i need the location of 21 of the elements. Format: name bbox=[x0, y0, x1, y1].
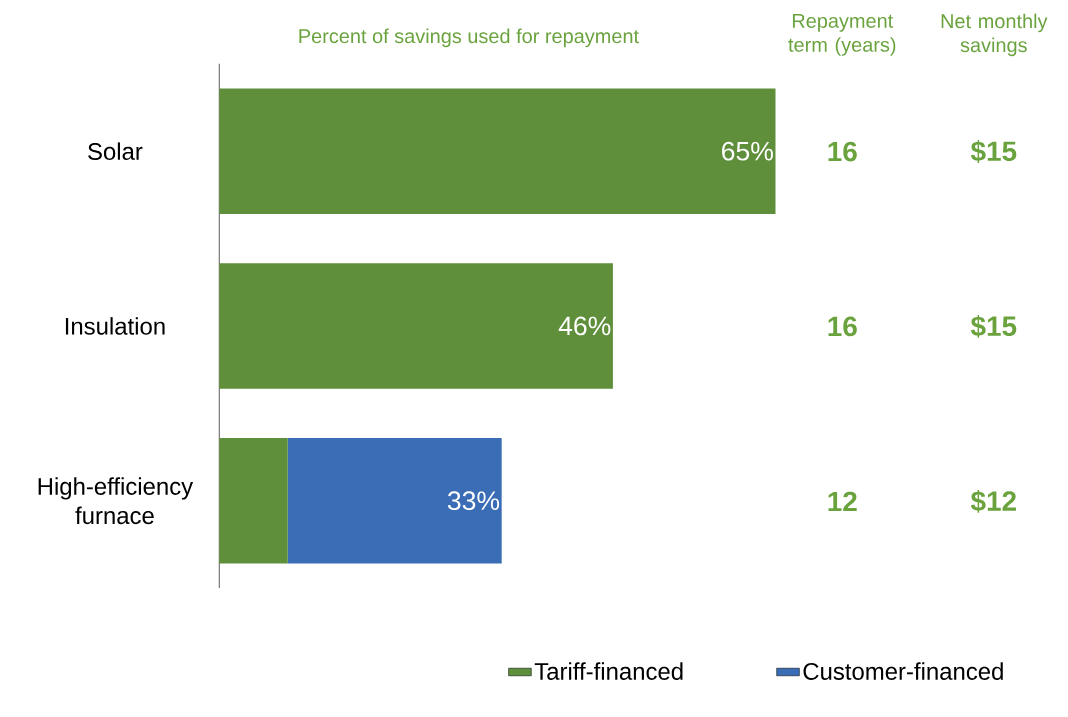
legend-label: Customer-financed bbox=[803, 662, 1003, 681]
y-tick-label: Insulation bbox=[65, 317, 165, 335]
text: $12 bbox=[970, 490, 1016, 513]
bar bbox=[287, 438, 502, 564]
bar bbox=[219, 88, 776, 215]
bar bbox=[219, 438, 288, 564]
text: 16 bbox=[828, 316, 857, 337]
text: $15 bbox=[970, 315, 1017, 338]
y-tick-label: High-efficiency furnace bbox=[38, 477, 194, 525]
chart-title: Percent of savings used for repayment bbox=[299, 28, 639, 48]
text: Net monthly savings bbox=[941, 13, 1048, 57]
bar bbox=[219, 263, 613, 389]
text: Repayment term (years) bbox=[788, 14, 896, 56]
data-label: 65% bbox=[722, 141, 773, 161]
y-tick-label: Solar bbox=[88, 142, 143, 161]
data-label: 46% bbox=[558, 316, 611, 336]
text: $15 bbox=[970, 140, 1017, 164]
total-label: 33% bbox=[447, 491, 500, 511]
text: 12 bbox=[828, 491, 857, 512]
text: 16 bbox=[828, 141, 857, 162]
legend-label: Tariff-financed bbox=[534, 662, 683, 681]
